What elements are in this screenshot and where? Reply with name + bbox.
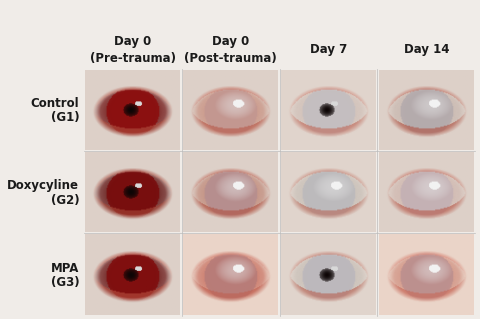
- Text: (Post-trauma): (Post-trauma): [184, 52, 277, 65]
- Text: Doxycyline: Doxycyline: [7, 179, 79, 192]
- Text: (G2): (G2): [50, 194, 79, 207]
- Text: (G1): (G1): [50, 111, 79, 124]
- Text: Control: Control: [31, 97, 79, 110]
- Text: (G3): (G3): [50, 276, 79, 289]
- Text: Day 0: Day 0: [114, 35, 152, 48]
- Text: (Pre-trauma): (Pre-trauma): [90, 52, 176, 65]
- Text: Day 14: Day 14: [404, 43, 449, 56]
- Text: Day 7: Day 7: [310, 43, 347, 56]
- Text: Day 0: Day 0: [212, 35, 249, 48]
- Text: MPA: MPA: [51, 262, 79, 275]
